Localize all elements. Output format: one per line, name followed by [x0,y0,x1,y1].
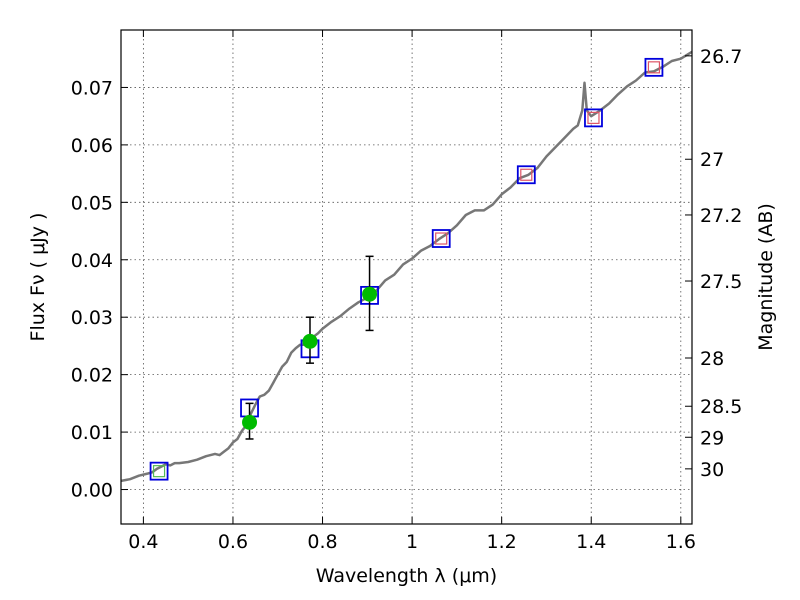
mag-tick-label: 28.5 [700,396,742,418]
mag-tick-label: 27 [700,149,724,171]
x-tick-label: 1 [406,531,418,553]
mag-tick-label: 27.2 [700,205,742,227]
y-tick-label: 0.06 [71,135,113,157]
mag-tick-label: 30 [700,459,724,481]
inner-square-point [435,232,448,245]
y-tick-label: 0.04 [71,250,113,272]
mag-tick-label: 29 [700,427,724,449]
x-tick-label: 0.6 [218,531,248,553]
model-square-point [644,57,664,77]
y-tick-label: 0.03 [71,307,113,329]
inner-square-point [520,168,533,181]
mag-tick-label: 26.7 [700,46,742,68]
inner-square-point [152,465,166,478]
x-tick-label: 0.4 [128,531,158,553]
y-tick-label: 0.01 [71,422,113,444]
x-tick-label: 1.6 [666,531,696,553]
observed-point [242,414,258,430]
x-tick-label: 1.4 [576,531,606,553]
model-square-point [516,165,536,185]
x-axis-label: Wavelength λ (μm) [316,565,497,587]
x-tick-label: 1.2 [487,531,517,553]
mag-tick-label: 27.5 [700,271,742,293]
y-tick-label: 0.05 [71,192,113,214]
observed-point [302,333,318,349]
inner-square-point [647,61,661,74]
model-square-point [584,108,603,128]
spectrum-line [121,50,692,483]
model-square-point [431,229,451,248]
observed-point [362,286,378,302]
inner-square-point [587,111,600,124]
plot-area [121,50,692,483]
y-tick-label: 0.02 [71,365,113,387]
y2-axis-label: Magnitude (AB) [755,203,777,351]
axes-frame [120,29,693,525]
model-square-point [149,461,169,481]
mag-tick-label: 28 [700,348,724,370]
y-tick-label: 0.07 [71,77,113,99]
x-tick-label: 0.8 [307,531,337,553]
y-axis-label: Flux Fν ( μJy ) [27,213,49,342]
y-tick-label: 0.00 [71,480,113,502]
axis-ticks: 0.4 0.6 0.8 1 1.2 1.4 1.6 0.00 0.01 0.02 0.03 0.04 0… [71,30,742,553]
